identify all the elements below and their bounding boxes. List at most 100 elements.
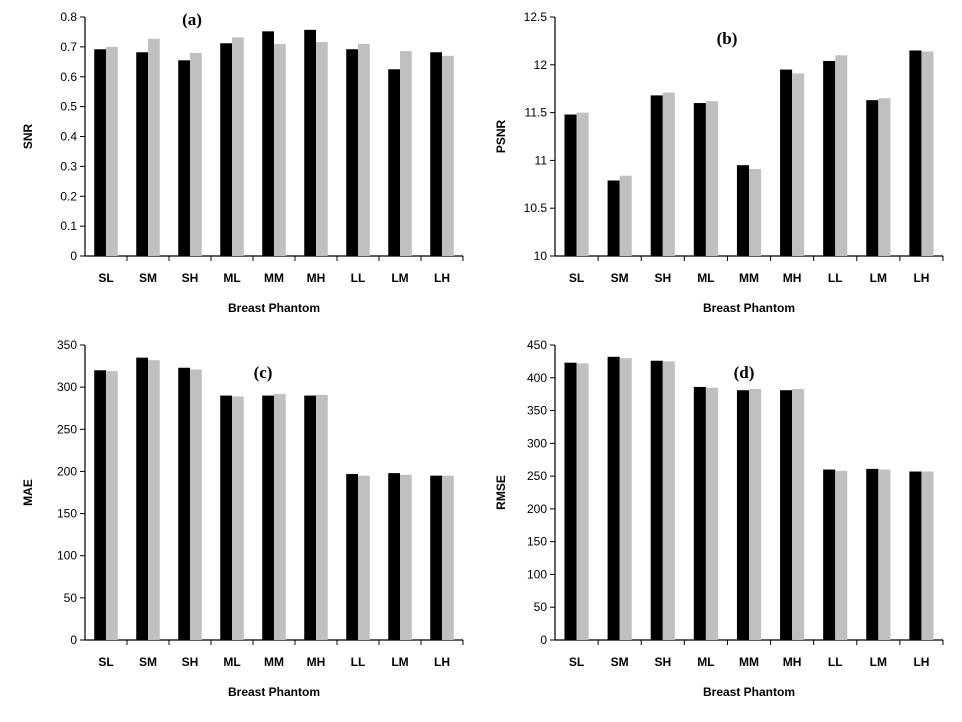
bar-sl-series-2 [576, 112, 589, 256]
bar-lh-series-1 [909, 471, 922, 640]
y-tick-label: 10 [534, 249, 548, 263]
panel-label: (c) [254, 363, 273, 382]
y-tick-label: 200 [527, 502, 547, 516]
bar-sm-series-2 [619, 358, 632, 640]
bar-mm-series-2 [749, 169, 762, 256]
bar-lh-series-2 [442, 55, 454, 257]
y-tick-label: 12.5 [524, 10, 548, 24]
bar-lm-series-2 [878, 98, 891, 256]
x-category-label: LH [913, 271, 929, 285]
x-category-label: MM [739, 655, 759, 669]
x-category-label: LH [434, 271, 450, 285]
x-category-label: SL [98, 655, 113, 669]
y-tick-label: 0.2 [60, 189, 77, 203]
y-tick-label: 11.5 [525, 106, 548, 120]
y-axis-title: SNR [21, 124, 35, 150]
x-category-label: LL [351, 271, 366, 285]
x-category-label: SL [98, 271, 113, 285]
y-tick-label: 350 [57, 338, 77, 352]
x-category-label: MM [264, 271, 284, 285]
x-category-label: SM [611, 271, 629, 285]
x-category-label: SH [182, 271, 199, 285]
x-category-label: ML [697, 271, 714, 285]
bar-sl-series-2 [106, 46, 118, 256]
x-category-label: MH [783, 655, 802, 669]
bar-sl-series-1 [564, 114, 577, 257]
x-category-label: MM [264, 655, 284, 669]
panel-label: (a) [182, 10, 202, 29]
x-category-label: ML [697, 655, 714, 669]
x-axis-title: Breast Phantom [228, 685, 320, 699]
y-tick-label: 250 [527, 469, 547, 483]
x-category-label: LM [870, 271, 887, 285]
bar-mm-series-1 [262, 395, 274, 640]
y-tick-label: 200 [57, 464, 77, 478]
x-axis-title: Breast Phantom [228, 301, 320, 315]
bar-mh-series-1 [304, 395, 316, 640]
bar-sh-series-1 [178, 60, 190, 256]
bar-ll-series-2 [358, 475, 370, 640]
x-category-label: MH [783, 271, 802, 285]
bar-ll-series-1 [346, 49, 358, 256]
y-tick-label: 350 [527, 404, 547, 418]
x-category-label: SH [654, 655, 671, 669]
x-axis-title: Breast Phantom [703, 301, 795, 315]
bar-ml-series-1 [693, 386, 706, 640]
chart-panel-4: 0 50 100 150 200 250 300 350 400 450 SL SM SH ML MM MH L… [494, 338, 944, 699]
bar-sm-series-2 [619, 175, 632, 256]
y-tick-label: 50 [534, 600, 548, 614]
bar-lh-series-2 [921, 471, 934, 640]
bar-mm-series-2 [274, 393, 286, 640]
bar-ml-series-1 [693, 103, 706, 256]
bar-lm-series-2 [400, 474, 412, 640]
y-axis-title: RMSE [494, 475, 508, 510]
bar-lm-series-1 [866, 100, 879, 256]
bar-ll-series-1 [346, 473, 358, 640]
bar-lm-series-2 [878, 469, 891, 640]
bar-ml-series-2 [232, 37, 244, 256]
x-category-label: SL [569, 655, 584, 669]
y-tick-label: 250 [57, 422, 77, 436]
y-tick-label: 300 [57, 380, 77, 394]
bar-mm-series-1 [262, 31, 274, 257]
bar-mm-series-1 [736, 390, 749, 640]
y-tick-label: 12 [534, 58, 548, 72]
chart-panel-3: 0 50 100 150 200 250 300 350 SL SM SH ML MM MH LL LM LH B… [21, 338, 464, 699]
bar-sh-series-2 [662, 92, 675, 256]
x-category-label: LL [828, 271, 843, 285]
y-tick-label: 0 [540, 633, 547, 647]
y-tick-label: 0.1 [60, 219, 77, 233]
y-tick-label: 0 [70, 249, 77, 263]
bar-sh-series-1 [650, 95, 663, 256]
y-tick-label: 150 [57, 507, 77, 521]
x-category-label: ML [223, 271, 240, 285]
x-category-label: SH [654, 271, 671, 285]
bar-mh-series-2 [792, 73, 805, 257]
y-axis-title: MAE [21, 479, 35, 506]
x-category-label: LM [870, 655, 887, 669]
x-category-label: ML [223, 655, 240, 669]
x-category-label: LM [391, 655, 408, 669]
x-category-label: LL [351, 655, 366, 669]
bar-sm-series-1 [136, 357, 148, 640]
bar-sm-series-1 [607, 356, 620, 640]
bar-lh-series-1 [430, 475, 442, 640]
bar-mh-series-1 [780, 390, 793, 640]
y-tick-label: 11 [535, 153, 548, 167]
bar-sm-series-2 [148, 360, 160, 640]
y-tick-label: 100 [527, 567, 547, 581]
panel-label: (d) [734, 363, 755, 382]
bar-mm-series-2 [749, 388, 762, 640]
bar-mh-series-1 [304, 29, 316, 256]
x-category-label: SL [569, 271, 584, 285]
bar-lm-series-2 [400, 51, 412, 257]
y-tick-label: 0.7 [60, 40, 77, 54]
bar-sl-series-1 [564, 362, 577, 640]
x-category-label: LM [391, 271, 408, 285]
bar-mh-series-1 [780, 69, 793, 256]
bar-sh-series-2 [662, 361, 675, 640]
y-tick-label: 150 [527, 535, 547, 549]
bar-sl-series-2 [106, 371, 118, 640]
bar-ml-series-2 [705, 387, 718, 640]
x-category-label: SM [611, 655, 629, 669]
